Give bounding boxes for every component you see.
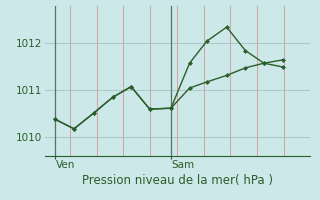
X-axis label: Pression niveau de la mer( hPa ): Pression niveau de la mer( hPa ) xyxy=(82,174,273,187)
